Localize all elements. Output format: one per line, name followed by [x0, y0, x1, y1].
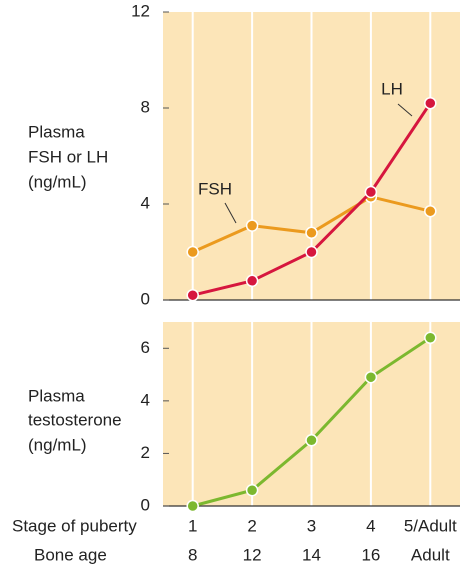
- annotation-leader: [397, 103, 413, 117]
- data-point: [245, 219, 259, 232]
- series-label: FSH: [198, 179, 232, 198]
- y-tick-label: 4: [141, 390, 150, 409]
- data-point: [424, 331, 437, 345]
- data-point: [186, 288, 199, 302]
- y-axis-label: (ng/mL): [28, 435, 87, 454]
- y-tick-label: 2: [141, 443, 150, 462]
- data-point: [305, 245, 318, 259]
- x-tick-label: 2: [247, 516, 256, 535]
- data-point: [305, 434, 318, 447]
- secondary-x-tick-label: 14: [302, 545, 321, 564]
- y-tick-label: 4: [141, 193, 150, 212]
- y-axis-label: Plasma: [28, 386, 85, 405]
- x-tick-label: 3: [307, 516, 316, 535]
- y-tick-label: 6: [141, 338, 150, 357]
- y-axis-label: Plasma: [28, 122, 85, 141]
- x-axis-label: Stage of puberty: [12, 516, 137, 535]
- y-axis-label: FSH or LH: [28, 147, 108, 166]
- y-tick-label: 0: [141, 289, 150, 308]
- y-tick-label: 0: [141, 495, 150, 514]
- y-tick-label: 12: [131, 1, 150, 20]
- data-point: [245, 274, 259, 288]
- data-point: [424, 96, 437, 110]
- secondary-x-label: Bone age: [34, 545, 107, 564]
- secondary-x-tick-label: Adult: [411, 545, 450, 564]
- y-tick-label: 8: [141, 97, 150, 116]
- data-point: [186, 499, 199, 513]
- x-tick-label: 5/Adult: [404, 516, 457, 535]
- data-point: [305, 226, 318, 240]
- series-label: LH: [381, 79, 403, 98]
- data-point: [364, 185, 378, 199]
- secondary-x-tick-label: 12: [243, 545, 262, 564]
- y-axis-label: (ng/mL): [28, 172, 87, 191]
- data-point: [245, 483, 259, 497]
- annotation-leader: [224, 202, 237, 224]
- x-tick-label: 4: [366, 516, 375, 535]
- x-tick-label: 1: [188, 516, 197, 535]
- secondary-x-tick-label: 16: [361, 545, 380, 564]
- data-point: [364, 370, 378, 384]
- y-axis-label: testosterone: [28, 410, 122, 429]
- secondary-x-tick-label: 8: [188, 545, 197, 564]
- data-point: [186, 245, 199, 259]
- data-point: [424, 204, 437, 218]
